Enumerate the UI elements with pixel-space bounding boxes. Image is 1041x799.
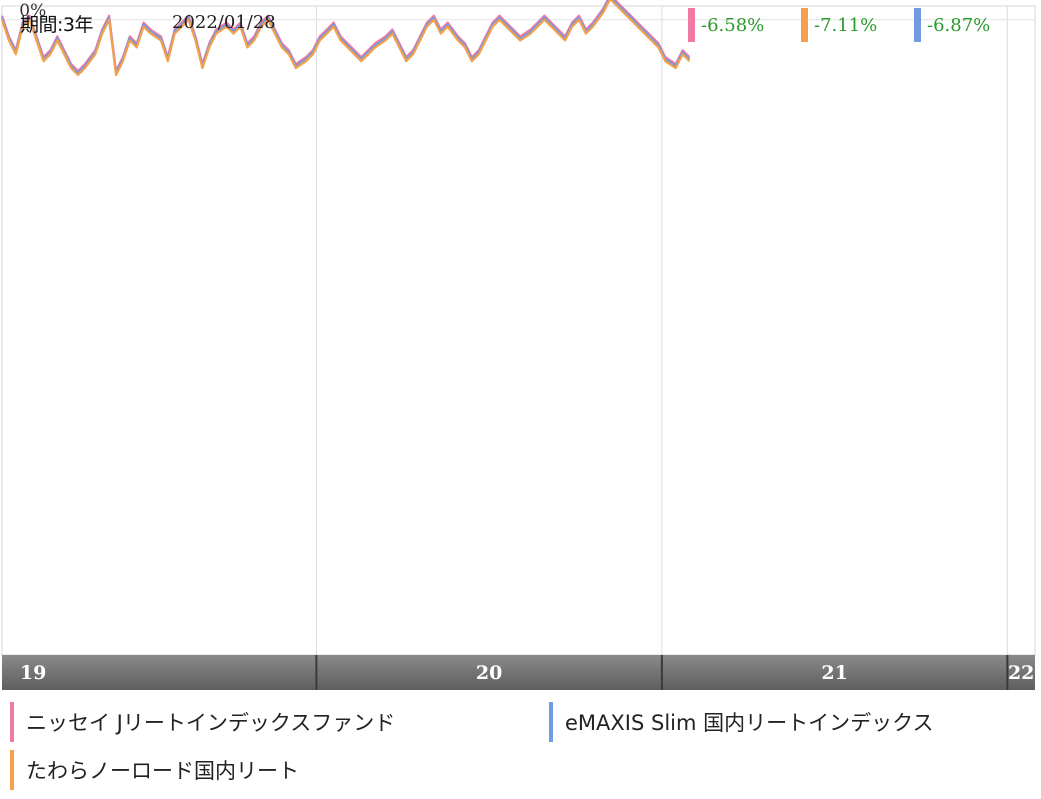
period-label[interactable]: 期間:3年 [20,14,94,36]
performance-value-2: -7.11% [814,14,878,36]
x-tick-label-19: 19 [20,662,46,684]
chart-date: 2022/01/28 [172,12,276,33]
performance-item-1: -6.58% [688,8,764,42]
legend: ニッセイ Jリートインデックスファンド eMAXIS Slim 国内リートインデ… [0,690,1041,799]
performance-item-3: -6.87% [914,8,990,42]
plot-frame [1,5,1036,656]
performance-item-2: -7.11% [801,8,877,42]
x-tick-label-20: 20 [476,662,502,684]
legend-label-nissay: ニッセイ Jリートインデックスファンド [26,711,396,735]
legend-label-emaxis: eMAXIS Slim 国内リートインデックス [565,711,934,735]
legend-item-tawara[interactable]: たわらノーロード国内リート [10,750,299,790]
performance-value-3: -6.87% [927,14,991,36]
performance-swatch-orange [801,8,808,42]
performance-swatch-blue [914,8,921,42]
legend-swatch-pink [10,702,14,742]
series-line-3 [0,0,691,77]
line-chart: 0% 19 20 21 22 [0,0,1036,690]
legend-swatch-orange [10,750,14,790]
legend-item-nissay[interactable]: ニッセイ Jリートインデックスファンド [10,702,395,742]
legend-item-emaxis[interactable]: eMAXIS Slim 国内リートインデックス [549,702,934,742]
legend-label-tawara: たわらノーロード国内リート [26,759,299,783]
zero-label: 0% [19,1,46,21]
x-tick-label-21: 21 [821,662,847,684]
x-tick-label-22: 22 [1008,662,1034,684]
legend-swatch-blue [549,702,553,742]
performance-value-1: -6.58% [701,14,765,36]
x-axis-bar [2,655,1035,690]
performance-swatch-pink [688,8,695,42]
chart-area: 0% 19 20 21 22 期間:3年 2022/01/28 -6.58% -7.11… [0,0,1036,690]
